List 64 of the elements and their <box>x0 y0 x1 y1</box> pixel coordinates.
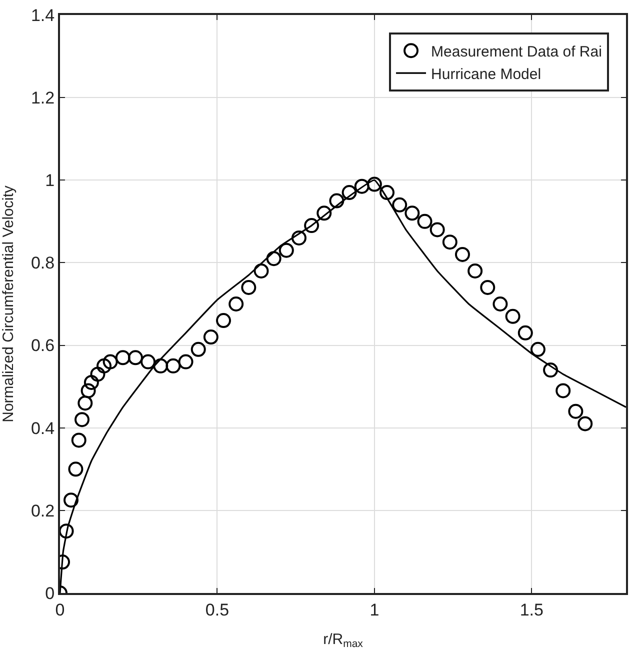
y-tick-label: 0.6 <box>30 336 55 356</box>
point <box>102 354 118 370</box>
point <box>78 396 93 411</box>
point <box>354 178 370 194</box>
point <box>468 263 483 278</box>
point <box>90 366 106 382</box>
point <box>380 185 395 200</box>
point <box>480 280 496 295</box>
y-tick-label: 1.4 <box>30 6 55 25</box>
point <box>115 350 130 366</box>
point <box>84 374 99 390</box>
point <box>366 176 382 192</box>
point <box>216 313 232 328</box>
y-axis-title: Normalized Circumferential Velocity <box>0 185 17 422</box>
point <box>64 492 79 508</box>
point <box>543 362 558 378</box>
y-tick-label: 1 <box>45 171 55 190</box>
point <box>153 358 168 374</box>
point <box>568 404 584 419</box>
y-tick-label: 0 <box>45 584 55 603</box>
point <box>96 358 112 374</box>
point <box>417 214 432 229</box>
point <box>518 325 533 340</box>
point <box>278 242 294 258</box>
y-tick-label: 1.2 <box>30 88 55 108</box>
point <box>140 354 156 370</box>
point <box>329 193 344 208</box>
point <box>228 296 244 312</box>
point <box>316 206 332 221</box>
legend-label: Measurement Data of Rai <box>431 43 602 60</box>
point <box>166 358 181 374</box>
point <box>578 416 593 432</box>
x-tick-label: 0.5 <box>205 600 230 620</box>
point <box>71 432 86 448</box>
point <box>530 342 546 357</box>
point <box>80 383 96 398</box>
point <box>241 280 256 295</box>
point <box>492 296 508 312</box>
point <box>128 350 143 366</box>
y-tick-label: 0.8 <box>30 254 55 273</box>
y-tick-label: 0.2 <box>30 501 55 520</box>
point <box>74 412 90 428</box>
point <box>190 342 206 357</box>
point <box>304 218 320 234</box>
point <box>342 185 357 200</box>
point <box>68 462 84 477</box>
x-tick-label: 1 <box>370 600 380 620</box>
legend-label: Hurricane Model <box>431 66 542 83</box>
point <box>266 251 282 266</box>
point <box>505 308 520 324</box>
point <box>454 246 470 262</box>
point <box>60 524 74 539</box>
point <box>556 383 571 398</box>
point <box>430 222 445 238</box>
point <box>442 234 458 250</box>
point <box>178 354 194 370</box>
point <box>254 263 269 278</box>
point <box>291 230 306 246</box>
point <box>203 330 218 345</box>
point <box>392 197 408 212</box>
x-tick-label: 1.5 <box>520 600 544 620</box>
y-tick-label: 0.4 <box>30 418 55 438</box>
point <box>404 206 420 221</box>
x-axis-title: r/R$_{max}$ <box>323 630 364 650</box>
